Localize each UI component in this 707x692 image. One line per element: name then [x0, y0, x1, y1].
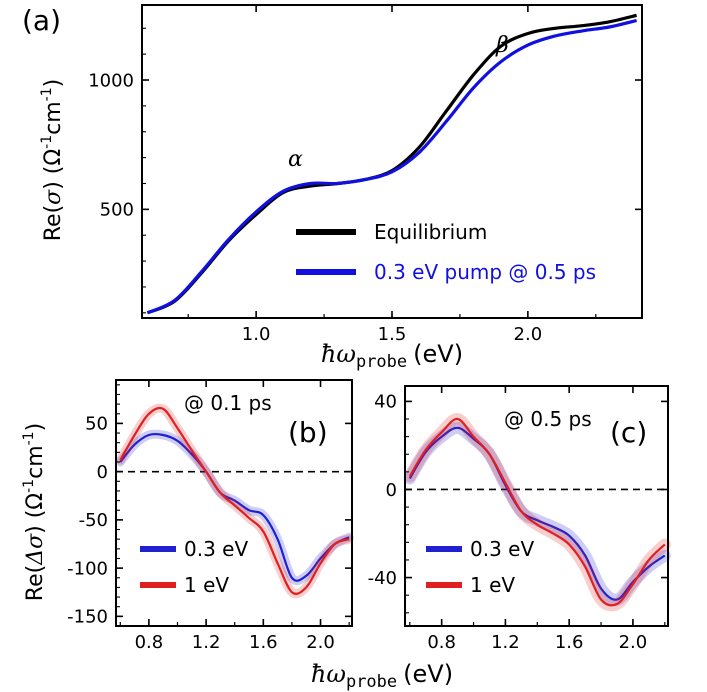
x-tick-label: 1.5 [378, 324, 407, 345]
legend-label-pump: 0.3 eV pump @ 0.5 ps [374, 260, 596, 284]
panel-a-plot-lines [146, 13, 637, 315]
panel-c-plot-lines [403, 413, 671, 612]
panel-c-legend: 0.3 eV 1 eV [426, 537, 534, 597]
panel-c-ticks: 0.8 1.2 1.6 2.0 40 0 -40 [368, 386, 668, 653]
x-tick-label: 1.6 [249, 632, 278, 653]
x-tick-label: 0.8 [135, 632, 164, 653]
y-tick-label: -150 [67, 607, 108, 628]
panel-a-legend: Equilibrium 0.3 eV pump @ 0.5 ps [296, 220, 596, 284]
panel-c-frame [404, 385, 669, 627]
panel-a-label: (a) [22, 4, 61, 37]
x-tick-label: 1.6 [555, 632, 584, 653]
x-tick-label: 2.0 [306, 632, 335, 653]
series-band-0.3-ev [403, 421, 671, 606]
legend-label-1ev: 1 eV [470, 573, 515, 597]
legend-label-0.3ev: 0.3 eV [470, 537, 534, 561]
legend-label-0.3ev: 0.3 eV [184, 537, 248, 561]
alpha-annotation: α [288, 147, 303, 172]
panel-a-ylabel: Re(σ) (Ω-1cm-1) [39, 79, 66, 242]
panel-c-label: (c) [610, 416, 647, 449]
panel-b-ylabel: Re(Δσ) (Ω-1cm-1) [21, 423, 48, 601]
panel-b-plot-lines [115, 403, 354, 599]
x-tick-label: 0.8 [427, 632, 456, 653]
x-tick-label: 2.0 [619, 632, 648, 653]
panel-b-title: @ 0.1 ps [184, 391, 272, 415]
panel-c: 0.8 1.2 1.6 2.0 40 0 -40 @ 0.5 ps (c) 0.3 eV 1… [368, 385, 671, 653]
x-tick-label: 1.2 [491, 632, 520, 653]
beta-annotation: β [495, 33, 509, 58]
panel-bc-xlabel: ħωprobe (eV) [311, 660, 453, 692]
x-tick-label: 1.0 [242, 324, 271, 345]
y-tick-label: 0 [386, 480, 397, 501]
panel-a-ticks: 1.0 1.5 2.0 500 1000 [88, 5, 642, 345]
y-tick-label: -50 [79, 510, 108, 531]
y-tick-label: 1000 [88, 70, 134, 91]
y-tick-label: 40 [374, 392, 397, 413]
panel-b-label: (b) [288, 416, 328, 449]
y-tick-label: -40 [368, 568, 397, 589]
y-tick-label: -100 [67, 558, 108, 579]
x-tick-label: 1.2 [192, 632, 221, 653]
panel-b-frame [115, 379, 353, 627]
panel-b-ticks: 0.8 1.2 1.6 2.0 50 0 -50 -100 -150 [67, 380, 352, 653]
x-tick-label: 2.0 [514, 324, 543, 345]
panel-c-title: @ 0.5 ps [504, 407, 592, 431]
y-tick-label: 500 [100, 200, 134, 221]
y-tick-label: 50 [85, 414, 108, 435]
panel-a-xlabel: ħωprobe (eV) [321, 340, 463, 372]
legend-label-1ev: 1 eV [184, 573, 229, 597]
y-tick-label: 0 [97, 462, 108, 483]
panel-b-legend: 0.3 eV 1 eV [140, 537, 248, 597]
panel-a: (a) 1.0 1.5 2.0 500 1000 α β Equilibrium 0.3… [22, 4, 643, 372]
legend-label-equilibrium: Equilibrium [374, 220, 487, 244]
